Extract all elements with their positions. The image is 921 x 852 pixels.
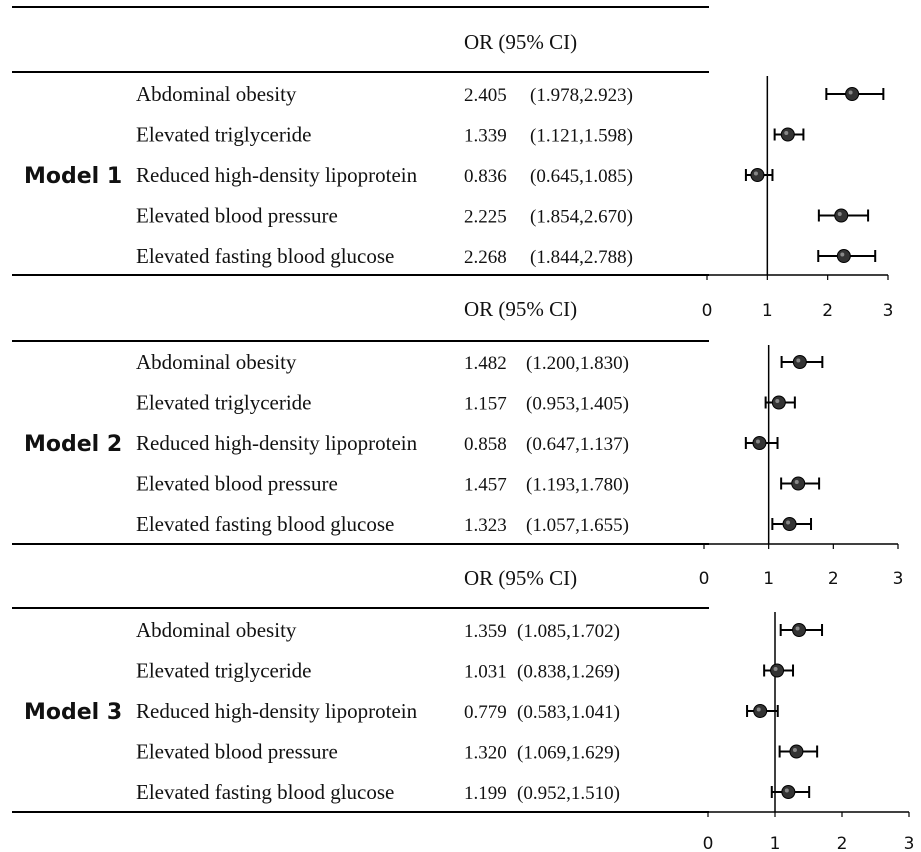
or-point — [792, 355, 807, 369]
or-value: 2.268 — [464, 247, 507, 268]
or-value: 1.199 — [464, 783, 507, 804]
or-point-highlight — [792, 748, 797, 752]
or-value: 1.320 — [464, 743, 507, 764]
or-point-highlight — [773, 667, 778, 671]
or-point — [781, 785, 796, 799]
or-point-highlight — [840, 252, 845, 257]
ci-value: (1.854,2.670) — [530, 207, 633, 228]
or-value: 1.323 — [464, 515, 507, 536]
model-label: Model 3 — [24, 700, 122, 725]
or-value: 1.359 — [464, 621, 507, 642]
or-point — [845, 87, 860, 101]
or-value: 2.225 — [464, 207, 507, 228]
ci-value: (1.193,1.780) — [526, 475, 629, 496]
row-label: Reduced high-density lipoprotein — [136, 163, 418, 187]
or-point — [780, 127, 795, 142]
row-label: Elevated triglyceride — [136, 391, 312, 415]
x-tick-label: 3 — [904, 834, 915, 852]
ci-value: (0.838,1.269) — [517, 662, 620, 683]
row-label: Elevated fasting blood glucose — [136, 780, 394, 804]
x-tick-label: 3 — [893, 569, 904, 589]
x-tick-label: 0 — [699, 569, 710, 589]
row-label: Elevated blood pressure — [136, 204, 338, 228]
or-point-highlight — [784, 131, 789, 135]
ci-value: (1.069,1.629) — [517, 743, 620, 764]
or-point — [791, 476, 806, 491]
x-tick-label: 0 — [703, 834, 714, 852]
row-label: Abdominal obesity — [136, 618, 297, 642]
or-value: 1.482 — [464, 353, 507, 374]
or-point-highlight — [784, 788, 789, 793]
x-tick-label: 3 — [883, 301, 894, 321]
row-label: Abdominal obesity — [136, 350, 297, 374]
or-ci-header: OR (95% CI) — [464, 566, 577, 590]
or-value: 0.836 — [464, 166, 507, 187]
or-point — [789, 744, 804, 759]
ci-value: (1.978,2.923) — [530, 85, 633, 106]
or-point — [792, 623, 807, 637]
ci-value: (1.085,1.702) — [517, 621, 620, 642]
or-value: 1.339 — [464, 126, 507, 147]
row-label: Elevated blood pressure — [136, 740, 338, 764]
or-point-highlight — [795, 626, 800, 631]
ci-value: (1.844,2.788) — [530, 247, 633, 268]
or-point-highlight — [794, 480, 799, 484]
or-point-highlight — [756, 707, 761, 712]
ci-value: (1.057,1.655) — [526, 515, 629, 536]
or-point-highlight — [786, 520, 791, 525]
or-point — [782, 517, 797, 531]
model-label: Model 2 — [24, 432, 122, 457]
or-point-highlight — [796, 358, 801, 363]
or-value: 2.405 — [464, 85, 507, 106]
x-tick-label: 2 — [837, 834, 848, 852]
x-tick-label: 1 — [770, 834, 781, 852]
x-tick-label: 2 — [828, 569, 839, 589]
x-tick-label: 0 — [702, 301, 713, 321]
or-point — [771, 395, 786, 410]
x-tick-label: 2 — [822, 301, 833, 321]
ci-value: (0.645,1.085) — [530, 166, 633, 187]
ci-value: (0.583,1.041) — [517, 702, 620, 723]
or-point — [770, 663, 785, 678]
row-label: Reduced high-density lipoprotein — [136, 699, 418, 723]
ci-value: (0.647,1.137) — [526, 434, 629, 455]
ci-value: (1.121,1.598) — [530, 126, 633, 147]
row-label: Elevated fasting blood glucose — [136, 244, 394, 268]
or-value: 1.157 — [464, 394, 507, 415]
or-point-highlight — [775, 399, 780, 403]
row-label: Abdominal obesity — [136, 82, 297, 106]
row-label: Reduced high-density lipoprotein — [136, 431, 418, 455]
or-point — [750, 168, 765, 182]
or-value: 0.779 — [464, 702, 507, 723]
or-point — [834, 208, 849, 223]
row-label: Elevated triglyceride — [136, 123, 312, 147]
or-ci-header: OR (95% CI) — [464, 297, 577, 321]
row-label: Elevated triglyceride — [136, 659, 312, 683]
or-point — [752, 436, 767, 450]
ci-value: (0.952,1.510) — [517, 783, 620, 804]
or-point-highlight — [848, 90, 853, 95]
or-point — [836, 249, 851, 263]
or-value: 0.858 — [464, 434, 507, 455]
row-label: Elevated blood pressure — [136, 472, 338, 496]
x-tick-label: 1 — [762, 301, 773, 321]
row-label: Elevated fasting blood glucose — [136, 512, 394, 536]
or-value: 1.031 — [464, 662, 507, 683]
or-ci-header: OR (95% CI) — [464, 30, 577, 54]
ci-value: (0.953,1.405) — [526, 394, 629, 415]
model-label: Model 1 — [24, 164, 122, 189]
x-tick-label: 1 — [763, 569, 774, 589]
or-point-highlight — [755, 439, 760, 444]
or-point — [753, 704, 768, 718]
ci-value: (1.200,1.830) — [526, 353, 629, 374]
or-value: 1.457 — [464, 475, 507, 496]
or-point-highlight — [753, 171, 758, 176]
or-point-highlight — [837, 212, 842, 216]
